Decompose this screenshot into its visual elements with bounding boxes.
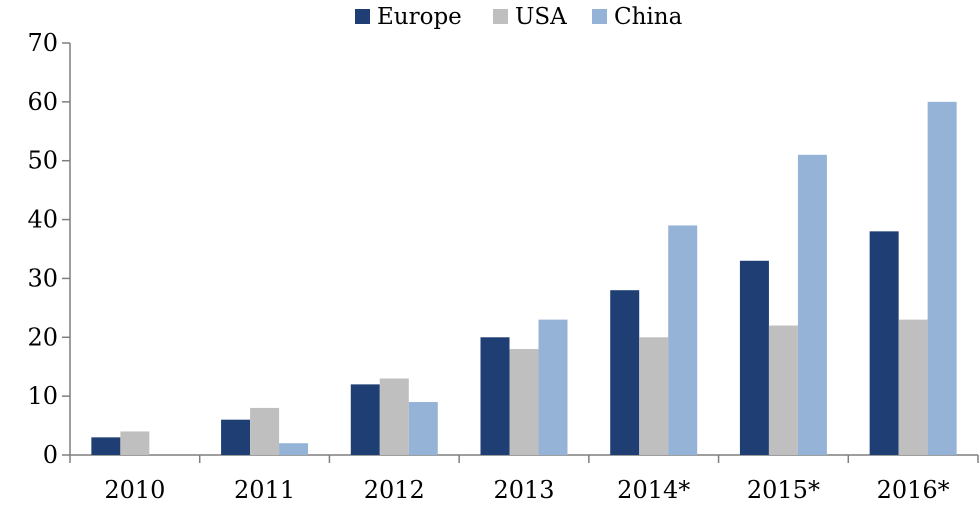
bar-china-2011: [279, 443, 309, 455]
x-axis: 2010 2011 2012 2013 2014* 2015* 2016*: [69, 454, 979, 504]
legend-label-usa: USA: [515, 4, 567, 30]
bar-europe-2011: [221, 419, 251, 455]
legend-label-china: China: [614, 4, 683, 30]
bars: [91, 101, 957, 456]
y-tick-label: 0: [43, 441, 58, 469]
x-tick-label: 2015*: [747, 476, 820, 504]
y-tick-label: 60: [27, 88, 58, 116]
y-tick-label: 30: [27, 264, 58, 292]
x-tick-label: 2013: [493, 476, 554, 504]
bar-china-2016: [927, 101, 957, 455]
y-tick-label: 70: [27, 29, 58, 57]
bar-europe-2014: [610, 290, 640, 455]
bar-usa-2013: [509, 349, 539, 455]
bar-usa-2010: [120, 431, 150, 455]
y-tick-label: 40: [27, 206, 58, 234]
bar-usa-2015: [768, 325, 798, 455]
legend: Europe USA China: [355, 4, 683, 30]
bar-europe-2012: [350, 384, 380, 455]
bar-europe-2013: [480, 337, 510, 455]
bar-china-2013: [538, 319, 568, 455]
x-tick-label: 2010: [104, 476, 165, 504]
y-tick-label: 20: [27, 323, 58, 351]
bar-china-2014: [668, 225, 698, 455]
x-tick-label: 2014*: [617, 476, 690, 504]
bar-europe-2016: [869, 231, 899, 455]
legend-swatch-china: [592, 9, 607, 24]
bar-europe-2010: [91, 437, 121, 455]
bar-china-2012: [408, 402, 438, 455]
y-axis: 0 10 20 30 40 50 60 70: [27, 29, 71, 469]
y-tick-label: 50: [27, 147, 58, 175]
bar-usa-2016: [898, 319, 928, 455]
legend-label-europe: Europe: [377, 4, 462, 30]
legend-swatch-usa: [493, 9, 508, 24]
bar-usa-2014: [639, 337, 669, 455]
bar-china-2015: [797, 154, 827, 456]
bar-usa-2012: [379, 378, 409, 455]
x-tick-label: 2011: [234, 476, 295, 504]
legend-swatch-europe: [355, 9, 370, 24]
x-tick-label: 2016*: [877, 476, 950, 504]
y-tick-label: 10: [27, 382, 58, 410]
bar-europe-2015: [739, 260, 769, 455]
bar-usa-2011: [250, 407, 280, 455]
x-tick-label: 2012: [364, 476, 425, 504]
